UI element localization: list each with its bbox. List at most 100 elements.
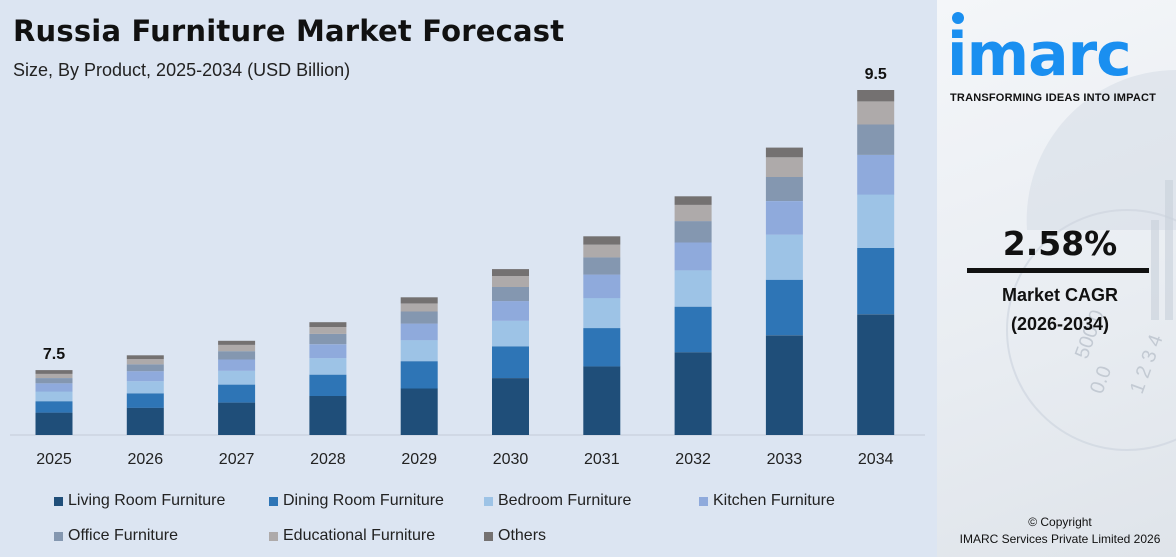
bar-segment-2030-0 — [492, 378, 529, 435]
bar-segment-2031-2 — [583, 298, 621, 328]
x-tick-label-2029: 2029 — [401, 451, 437, 468]
company-text: IMARC Services Private Limited 2026 — [959, 532, 1161, 546]
bar-segment-2026-4 — [126, 364, 164, 372]
bar-segment-2027-0 — [218, 402, 256, 435]
x-tick-label-2034: 2034 — [858, 451, 894, 468]
bar-segment-2034-6 — [857, 90, 895, 102]
data-label-2025: 7.5 — [43, 346, 65, 363]
bar-segment-2029-1 — [400, 361, 438, 389]
x-tick-label-2026: 2026 — [128, 451, 164, 468]
bar-segment-2034-1 — [857, 248, 895, 315]
bar-segment-2031-4 — [583, 257, 621, 275]
x-tick-label-2028: 2028 — [310, 451, 346, 468]
bar-segment-2030-6 — [492, 269, 529, 276]
cagr-divider — [967, 268, 1149, 273]
bar-segment-2033-4 — [765, 176, 803, 201]
bar-segment-2026-5 — [126, 359, 164, 365]
bar-segment-2032-0 — [674, 352, 712, 435]
legend-item: Kitchen Furniture — [699, 492, 835, 510]
bar-segment-2032-1 — [674, 306, 712, 353]
bar-segment-2032-4 — [674, 221, 712, 243]
bar-segment-2027-4 — [218, 351, 256, 360]
bar-segment-2032-5 — [674, 204, 712, 222]
bar-segment-2029-2 — [400, 340, 438, 362]
stacked-bar-chart: 2025 2026 2027 2028 2029 2030 2031 2032 2033 2034… — [10, 66, 925, 468]
chart-title: Russia Furniture Market Forecast — [13, 14, 565, 48]
legend-label: Bedroom Furniture — [498, 492, 632, 509]
x-tick-label-2030: 2030 — [493, 451, 529, 468]
bar-segment-2029-4 — [400, 311, 438, 324]
bar-segment-2025-0 — [35, 412, 73, 435]
cagr-period: (2026-2034) — [1010, 314, 1110, 334]
bar-segment-2028-1 — [309, 374, 347, 396]
bar-segment-2028-2 — [309, 358, 347, 375]
bar-segment-2025-4 — [35, 378, 73, 384]
bar-segment-2027-6 — [218, 340, 256, 345]
brand-tagline: TRANSFORMING IDEAS INTO IMPACT — [950, 92, 1157, 104]
bar-segment-2030-1 — [492, 346, 529, 378]
bar-segment-2026-2 — [126, 381, 164, 394]
bar-segment-2029-3 — [400, 323, 438, 341]
bar-segment-2030-4 — [492, 287, 529, 302]
bar-segment-2034-4 — [857, 124, 895, 155]
bar-segment-2027-2 — [218, 370, 256, 385]
deco-number-3: 1 2 3 4 — [1126, 332, 1168, 397]
legend-swatch — [269, 531, 278, 541]
bar-segment-2028-0 — [309, 396, 347, 435]
bar-segment-2026-0 — [126, 407, 164, 435]
cagr-label: Market CAGR — [1001, 285, 1119, 305]
bar-segment-2034-2 — [857, 194, 895, 248]
bar-segment-2033-6 — [765, 147, 803, 158]
bar-segment-2030-5 — [492, 276, 529, 287]
legend-label: Others — [498, 527, 547, 544]
x-tick-label-2032: 2032 — [675, 451, 711, 468]
bar-segment-2031-0 — [583, 366, 621, 435]
bar-segment-2026-1 — [126, 393, 164, 408]
legend-label: Kitchen Furniture — [713, 492, 835, 509]
legend-swatch — [484, 496, 493, 506]
bar-segment-2030-2 — [492, 320, 529, 347]
legend-label: Office Furniture — [68, 527, 178, 544]
chart-panel: Russia Furniture Market Forecast Size, B… — [0, 0, 937, 557]
legend-item: Dining Room Furniture — [269, 492, 444, 510]
bar-segment-2027-3 — [218, 359, 256, 371]
bar-segment-2026-3 — [126, 371, 164, 382]
bar-segment-2028-6 — [309, 322, 347, 327]
x-tick-label-2031: 2031 — [584, 451, 620, 468]
bar-segment-2025-1 — [35, 401, 73, 413]
bar-segment-2029-6 — [400, 297, 438, 304]
bar-segment-2032-3 — [674, 242, 712, 271]
legend-item: Educational Furniture — [269, 527, 435, 545]
legend-label: Educational Furniture — [283, 527, 436, 544]
bar-segment-2027-1 — [218, 384, 256, 403]
legend-item: Bedroom Furniture — [484, 492, 631, 510]
bar-segment-2025-6 — [35, 370, 73, 374]
legend-swatch — [699, 496, 708, 506]
data-label-2034: 9.5 — [865, 66, 887, 83]
bar-segment-2032-6 — [674, 196, 712, 205]
legend-swatch — [269, 496, 278, 506]
bar-segment-2033-0 — [765, 335, 803, 435]
legend-item: Living Room Furniture — [54, 492, 225, 510]
bar-segment-2033-5 — [765, 157, 803, 177]
legend-item: Others — [484, 527, 546, 545]
legend-swatch — [54, 531, 63, 541]
bar-segment-2031-6 — [583, 236, 621, 245]
bar-segment-2026-6 — [126, 355, 164, 360]
bar-segment-2029-5 — [400, 303, 438, 312]
bar-segment-2028-4 — [309, 333, 347, 345]
bar-segment-2033-3 — [765, 201, 803, 235]
legend-label: Living Room Furniture — [68, 492, 226, 509]
bar-segment-2034-0 — [857, 314, 895, 435]
bar-segment-2028-3 — [309, 344, 347, 359]
legend-label: Dining Room Furniture — [283, 492, 444, 509]
copyright-text: © Copyright — [1028, 515, 1092, 529]
bar-segment-2029-0 — [400, 388, 438, 435]
legend-swatch — [484, 531, 493, 541]
legend-item: Office Furniture — [54, 527, 178, 545]
bar-segment-2031-1 — [583, 328, 621, 367]
bar-segment-2031-3 — [583, 274, 621, 299]
legend-swatch — [54, 496, 63, 506]
bar-segment-2030-3 — [492, 301, 529, 321]
bar-segment-2025-3 — [35, 383, 73, 392]
